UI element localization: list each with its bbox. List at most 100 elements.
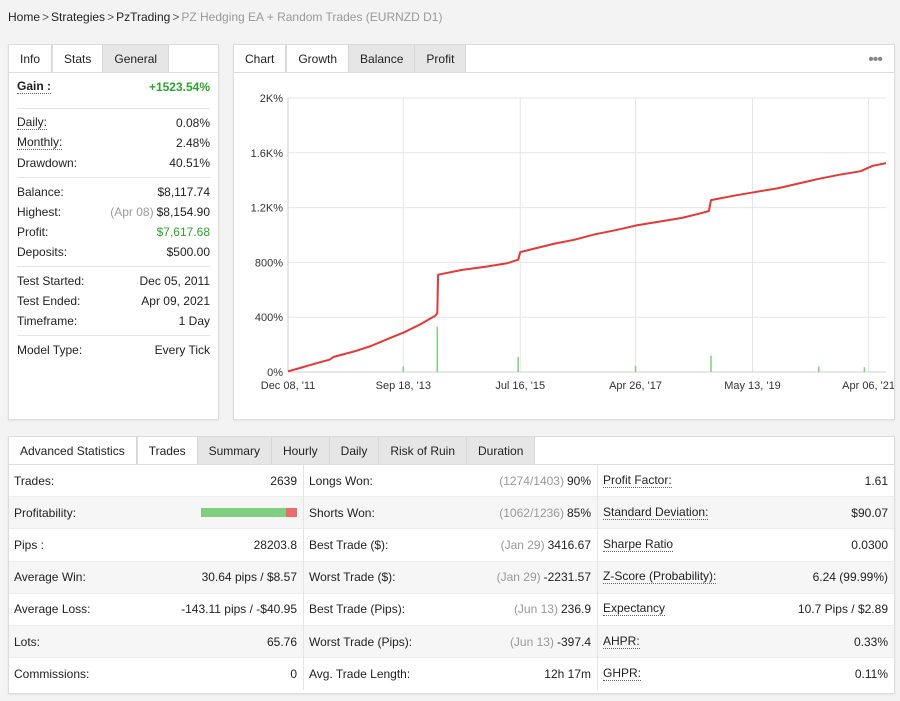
- volume-bar: [634, 365, 637, 372]
- stat-value: Dec 05, 2011: [139, 274, 211, 288]
- stat-row-highest: Highest: (Apr 08) $8,154.90: [17, 202, 210, 222]
- tab-summary[interactable]: Summary: [197, 437, 272, 464]
- profitability-won-segment: [201, 508, 286, 518]
- tab-risk-of-ruin[interactable]: Risk of Ruin: [379, 437, 468, 464]
- adv-column-2: Longs Won: (1274/1403) 90% Shorts Won: (1…: [304, 465, 598, 691]
- stat-row-test-started: Test Started: Dec 05, 2011: [17, 271, 210, 291]
- adv-label: Shorts Won:: [309, 505, 375, 520]
- stat-value: Every Tick: [154, 343, 210, 357]
- stat-value: 1 Day: [178, 314, 210, 328]
- stat-label: Daily:: [17, 115, 48, 130]
- adv-row-worst-trade-pips: Worst Trade (Pips): (Jun 13) -397.4: [304, 625, 597, 659]
- stat-row-balance: Balance: $8,117.74: [17, 182, 210, 202]
- breadcrumb-separator: >: [172, 10, 180, 24]
- adv-note: (1062/1236): [499, 505, 564, 520]
- breadcrumb-separator: >: [107, 10, 115, 24]
- adv-row-lots: Lots: 65.76: [9, 625, 303, 659]
- adv-label: Worst Trade ($):: [309, 570, 396, 585]
- stat-row-daily: Daily: 0.08%: [17, 113, 210, 133]
- stat-row-drawdown: Drawdown: 40.51%: [17, 153, 210, 173]
- adv-value: 3416.67: [547, 537, 591, 552]
- stat-row-deposits: Deposits: $500.00: [17, 242, 210, 262]
- adv-value: 2639: [270, 473, 297, 488]
- adv-note: (Jan 29): [496, 570, 541, 585]
- adv-label: Trades:: [14, 473, 55, 488]
- adv-row-profit-factor: Profit Factor: 1.61: [598, 465, 894, 498]
- adv-label: Lots:: [14, 634, 41, 649]
- adv-value: $90.07: [851, 505, 888, 520]
- adv-label: Profit Factor:: [603, 472, 672, 488]
- adv-label: Longs Won:: [309, 473, 373, 488]
- profitability-bar: [201, 508, 297, 518]
- stat-row-monthly: Monthly: 2.48%: [17, 133, 210, 153]
- adv-row-z-score: Z-Score (Probability): 6.24 (99.99%): [598, 561, 894, 594]
- stats-group-returns: Daily: 0.08% Monthly: 2.48% Drawdown: 40…: [17, 109, 210, 178]
- x-tick-label: Jul 16, '15: [495, 380, 545, 392]
- ellipsis-icon[interactable]: •••: [868, 51, 883, 68]
- adv-row-longs-won: Longs Won: (1274/1403) 90%: [304, 465, 597, 498]
- adv-label: Sharpe Ratio: [603, 536, 674, 552]
- adv-label: Standard Deviation:: [603, 504, 709, 520]
- volume-bar: [402, 366, 405, 372]
- adv-label: Profitability:: [14, 505, 77, 520]
- adv-row-average-win: Average Win: 30.64 pips / $8.57: [9, 561, 303, 594]
- stat-label: Test Ended:: [17, 294, 81, 308]
- adv-value: 30.64 pips / $8.57: [201, 570, 297, 585]
- breadcrumb-current: PZ Hedging EA + Random Trades (EURNZD D1…: [181, 10, 443, 24]
- tab-daily[interactable]: Daily: [329, 437, 380, 464]
- adv-label: Best Trade ($):: [309, 537, 389, 552]
- adv-row-standard-deviation: Standard Deviation: $90.07: [598, 497, 894, 530]
- adv-note: (1274/1403): [499, 473, 564, 488]
- tab-hourly[interactable]: Hourly: [271, 437, 330, 464]
- tab-growth[interactable]: Growth: [286, 45, 350, 72]
- breadcrumb-pztrading[interactable]: PzTrading: [116, 10, 171, 24]
- y-tick-label: 800%: [255, 257, 283, 269]
- tab-general[interactable]: General: [103, 45, 170, 72]
- growth-chart: 0% 400% 800% 1.2K% 1.6K% 2K% Dec 08, '11 Sep 18…: [251, 93, 894, 392]
- tab-profit[interactable]: Profit: [415, 45, 467, 72]
- x-tick-label: May 13, '19: [724, 380, 781, 392]
- stat-value: $8,154.90: [156, 205, 210, 219]
- adv-row-sharpe-ratio: Sharpe Ratio 0.0300: [598, 529, 894, 562]
- tab-duration[interactable]: Duration: [467, 437, 536, 464]
- adv-column-3: Profit Factor: 1.61 Standard Deviation: …: [598, 465, 894, 690]
- adv-value: 1.61: [864, 473, 888, 488]
- adv-row-profitability: Profitability:: [9, 497, 303, 530]
- adv-label: Average Win:: [14, 570, 86, 585]
- stats-group-test: Test Started: Dec 05, 2011 Test Ended: A…: [17, 267, 210, 336]
- tab-trades[interactable]: Trades: [136, 437, 198, 464]
- stat-note: (Apr 08): [110, 205, 154, 219]
- adv-row-expectancy: Expectancy 10.7 Pips / $2.89: [598, 594, 894, 626]
- stat-value: $8,117.74: [157, 185, 211, 199]
- adv-row-ahpr: AHPR: 0.33%: [598, 625, 894, 659]
- volume-bar: [818, 366, 820, 372]
- adv-label: Worst Trade (Pips):: [309, 634, 413, 649]
- adv-label: GHPR:: [603, 666, 642, 682]
- stat-label: Monthly:: [17, 135, 63, 150]
- adv-row-best-trade-pips: Best Trade (Pips): (Jun 13) 236.9: [304, 594, 597, 626]
- stat-value: 0.08%: [175, 116, 210, 130]
- adv-value: 0.0300: [851, 537, 888, 552]
- stat-row-profit: Profit: $7,617.68: [17, 222, 210, 242]
- x-tick-label: Dec 08, '11: [261, 380, 315, 392]
- gain-row: Gain : +1523.54%: [17, 73, 210, 109]
- stat-value: 2.48%: [175, 136, 210, 150]
- volume-bar: [436, 326, 439, 372]
- tab-info: Info: [9, 45, 53, 72]
- adv-value: 12h 17m: [544, 667, 591, 682]
- breadcrumb-strategies[interactable]: Strategies: [51, 10, 106, 24]
- adv-row-pips: Pips : 28203.8: [9, 529, 303, 562]
- y-tick-label: 1.6K%: [251, 148, 284, 160]
- adv-label: Avg. Trade Length:: [309, 667, 411, 682]
- adv-value: 28203.8: [253, 537, 297, 552]
- tab-balance[interactable]: Balance: [349, 45, 416, 72]
- y-tick-label: 2K%: [260, 93, 283, 105]
- tab-stats[interactable]: Stats: [52, 45, 104, 72]
- breadcrumb-home[interactable]: Home: [8, 10, 41, 24]
- stat-label: Drawdown:: [17, 156, 78, 170]
- profitability-lost-segment: [285, 508, 297, 518]
- adv-row-average-loss: Average Loss: -143.11 pips / -$40.95: [9, 594, 303, 626]
- adv-value: 0.11%: [854, 667, 888, 682]
- adv-label: Z-Score (Probability):: [603, 569, 717, 585]
- adv-row-commissions: Commissions: 0: [9, 658, 303, 690]
